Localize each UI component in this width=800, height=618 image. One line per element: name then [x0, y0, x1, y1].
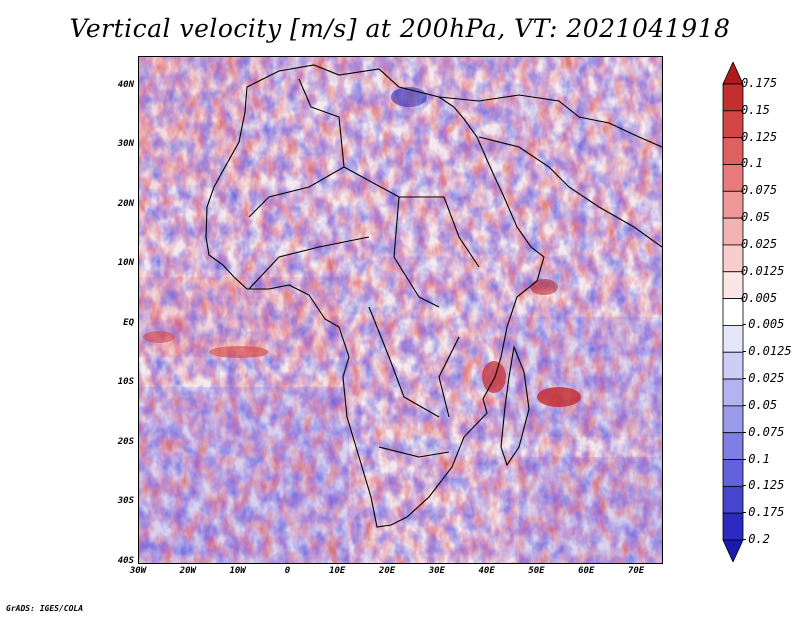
- colorbar-label: 0.005: [741, 290, 778, 305]
- colorbar-segment: [722, 325, 744, 353]
- colorbar-segment: [722, 244, 744, 273]
- colorbar-segment: [722, 164, 744, 192]
- lon-tick-label: 70E: [627, 566, 645, 576]
- lon-tick-label: 10E: [329, 566, 346, 576]
- colorbar-segment: [722, 485, 744, 514]
- colorbar-segment: [722, 405, 744, 434]
- map-panel: [138, 56, 663, 564]
- lon-tick-label: 30E: [428, 566, 445, 576]
- lon-tick-label: 20E: [378, 566, 396, 576]
- footer-credit: GrADS: IGES/COLA: [6, 604, 84, 613]
- colorbar-label: -0.025: [741, 371, 785, 386]
- colorbar-label: 0.175: [741, 76, 778, 90]
- lat-tick-label: 20N: [117, 198, 134, 209]
- colorbar-segment: [722, 378, 744, 407]
- colorbar-segment: [722, 432, 744, 460]
- colorbar-label: -0.005: [741, 317, 785, 332]
- lon-tick-label: 30W: [129, 566, 147, 576]
- colorbar-label: 0.025: [741, 236, 778, 251]
- colorbar-label: -0.075: [741, 424, 785, 439]
- colorbar-segment: [722, 459, 744, 487]
- lat-tick-label: 30S: [117, 496, 134, 507]
- colorbar-label: -0.1: [741, 451, 770, 466]
- colorbar-label: 0.15: [741, 102, 770, 117]
- colorbar-segment: [722, 539, 744, 562]
- colorbar-segment: [722, 62, 744, 85]
- lon-tick-label: 0: [284, 566, 291, 576]
- map-title: Vertical velocity [m/s] at 200hPa, VT: 2…: [69, 14, 731, 43]
- colorbar-label: -0.05: [741, 397, 778, 412]
- lat-tick-label: 40N: [117, 79, 134, 90]
- lat-tick-label: 10S: [117, 377, 134, 388]
- colorbar-segment: [722, 298, 744, 326]
- colorbar-segment: [722, 190, 744, 219]
- colorbar-segment: [722, 217, 744, 246]
- colorbar-label: 0.0125: [741, 263, 785, 278]
- lon-tick-label: 10W: [229, 566, 246, 576]
- colorbar-label: 0.05: [741, 210, 770, 225]
- lon-tick-label: 40E: [478, 566, 495, 576]
- lat-tick-label: 30N: [117, 139, 134, 150]
- colorbar-label: 0.075: [741, 183, 778, 198]
- lon-tick-label: 20W: [179, 566, 196, 576]
- colorbar: [722, 62, 744, 562]
- colorbar-label: 0.1: [741, 156, 763, 171]
- colorbar-segment: [722, 271, 744, 299]
- colorbar-segment: [722, 512, 744, 541]
- velocity-field: [139, 57, 662, 563]
- colorbar-label: -0.0125: [741, 344, 792, 359]
- lat-tick-label: 10N: [117, 258, 134, 269]
- colorbar-label: -0.125: [741, 478, 785, 493]
- updraft-spots: [143, 87, 581, 407]
- lon-tick-label: 50E: [528, 566, 545, 576]
- colorbar-segment: [722, 83, 744, 112]
- colorbar-segment: [722, 351, 744, 380]
- lat-tick-label: 20S: [117, 436, 134, 447]
- colorbar-label: -0.2: [741, 532, 770, 546]
- lon-tick-label: 60E: [578, 566, 595, 576]
- colorbar-segment: [722, 110, 744, 139]
- colorbar-segment: [722, 137, 744, 165]
- colorbar-label: 0.125: [741, 129, 778, 144]
- velocity-map: [139, 57, 662, 563]
- lat-tick-label: 40S: [117, 556, 134, 566]
- coastlines: [205, 64, 662, 528]
- lat-tick-label: EQ: [123, 317, 134, 328]
- colorbar-label: -0.175: [741, 505, 785, 520]
